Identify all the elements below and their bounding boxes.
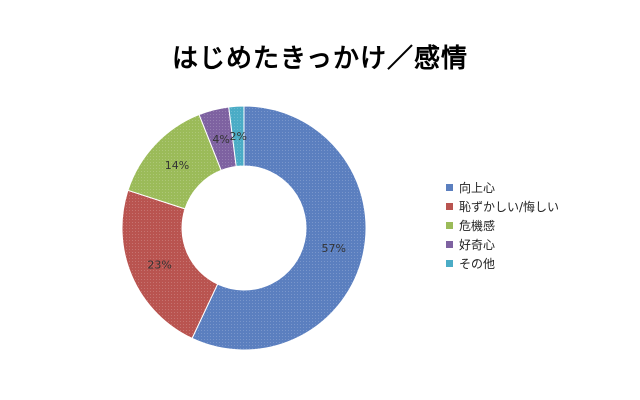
slice-label-1: 57% [322, 242, 346, 255]
legend: 向上心恥ずかしい/悔しい 危機感好奇心その他 [446, 178, 559, 273]
legend-item-5: その他 [446, 254, 559, 273]
slice-1 [191, 105, 367, 351]
legend-swatch-1 [446, 184, 453, 191]
chart-title: はじめたきっかけ／感情 [172, 44, 468, 74]
slice-label-5: 2% [229, 130, 246, 143]
legend-label-1: 向上心 [459, 181, 496, 195]
slice-label-3: 14% [165, 159, 189, 172]
legend-item-2: 恥ずかしい/悔しい [446, 197, 559, 216]
slice-label-4: 4% [212, 133, 229, 146]
legend-item-3: 危機感 [446, 216, 559, 235]
slice-label-2: 23% [147, 259, 171, 272]
legend-swatch-4 [446, 241, 453, 248]
legend-swatch-2 [446, 203, 453, 210]
legend-item-1: 向上心 [446, 178, 559, 197]
legend-label-5: その他 [459, 257, 496, 271]
slice-2 [121, 189, 219, 340]
legend-swatch-3 [446, 222, 453, 229]
legend-label-3: 危機感 [459, 219, 496, 233]
legend-label-2: 恥ずかしい/悔しい [459, 200, 560, 214]
legend-swatch-5 [446, 260, 453, 267]
legend-item-4: 好奇心 [446, 235, 559, 254]
legend-label-4: 好奇心 [459, 238, 496, 252]
slice-5 [228, 105, 245, 168]
